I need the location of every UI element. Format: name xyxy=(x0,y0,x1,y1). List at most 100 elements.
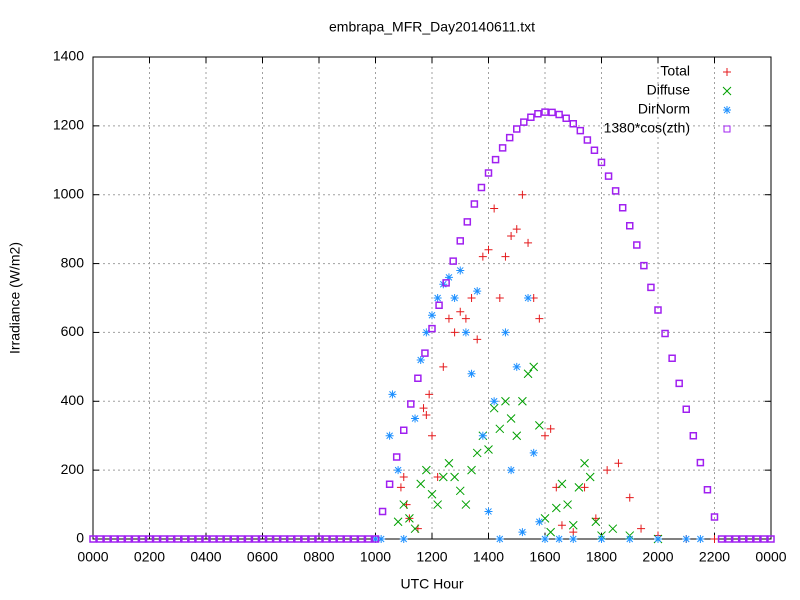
point xyxy=(308,535,316,543)
point xyxy=(371,535,380,543)
point xyxy=(450,294,459,302)
point xyxy=(580,458,589,468)
point xyxy=(435,301,443,309)
point xyxy=(279,535,288,543)
point xyxy=(467,294,476,302)
point xyxy=(555,535,564,543)
point xyxy=(523,369,533,379)
point xyxy=(251,535,260,543)
point xyxy=(258,535,267,543)
point xyxy=(534,110,542,118)
point xyxy=(506,414,516,423)
point xyxy=(524,294,533,302)
point xyxy=(399,535,408,543)
point xyxy=(717,535,726,543)
point xyxy=(438,472,448,482)
point xyxy=(477,183,486,192)
point xyxy=(625,493,634,502)
point xyxy=(195,535,203,543)
point xyxy=(569,535,578,543)
point xyxy=(103,535,111,543)
legend-label: DirNorm xyxy=(638,101,690,117)
point xyxy=(444,458,454,468)
point xyxy=(399,473,408,482)
point xyxy=(548,108,556,117)
point xyxy=(661,329,669,338)
point xyxy=(654,535,662,543)
point xyxy=(265,535,274,543)
point xyxy=(385,480,394,489)
point xyxy=(461,500,471,509)
point xyxy=(442,279,450,287)
x-tick-label: 1400 xyxy=(473,549,504,565)
point xyxy=(396,483,405,492)
point xyxy=(473,287,482,296)
legend-marker xyxy=(723,106,731,114)
point xyxy=(394,466,403,475)
point xyxy=(513,125,521,133)
point xyxy=(484,445,493,454)
point xyxy=(174,535,182,543)
point xyxy=(357,535,366,543)
point xyxy=(618,204,627,212)
point xyxy=(501,396,510,406)
point xyxy=(411,414,420,423)
x-tick-label: 1000 xyxy=(360,549,391,565)
point xyxy=(301,535,309,543)
point xyxy=(378,507,387,516)
point xyxy=(181,535,189,543)
point xyxy=(495,424,505,434)
point xyxy=(444,314,453,323)
point xyxy=(484,507,493,516)
point xyxy=(562,114,570,123)
y-tick-label: 1000 xyxy=(53,185,84,201)
point xyxy=(576,126,585,135)
point xyxy=(484,169,493,177)
y-tick-label: 600 xyxy=(61,323,85,339)
point xyxy=(138,535,147,543)
point xyxy=(96,535,104,543)
point xyxy=(371,535,380,543)
point xyxy=(675,379,683,388)
chart-title: embrapa_MFR_Day20140611.txt xyxy=(329,19,535,35)
point xyxy=(315,535,323,543)
point xyxy=(580,483,589,492)
point xyxy=(405,513,414,523)
point xyxy=(501,252,510,261)
point xyxy=(449,257,457,265)
point xyxy=(518,396,527,406)
y-axis-label: Irradiance (W/m2) xyxy=(7,242,23,354)
legend-label: Total xyxy=(660,63,690,79)
y-tick-label: 800 xyxy=(61,254,85,270)
y-tick-label: 0 xyxy=(76,530,84,546)
point xyxy=(724,535,733,543)
point xyxy=(495,535,504,543)
point xyxy=(518,528,527,537)
point xyxy=(473,335,482,344)
point xyxy=(329,535,337,543)
point xyxy=(535,517,544,526)
point xyxy=(414,374,422,382)
x-tick-label: 0000 xyxy=(755,549,786,565)
point xyxy=(450,472,459,482)
point xyxy=(364,535,373,543)
point xyxy=(563,500,572,509)
point xyxy=(696,458,705,467)
point xyxy=(422,328,431,337)
point xyxy=(568,520,578,530)
point xyxy=(668,354,676,362)
point xyxy=(244,535,253,543)
x-tick-label: 0000 xyxy=(77,549,108,565)
legend-marker xyxy=(723,125,731,133)
point xyxy=(604,172,613,180)
legend-label: 1380*cos(zth) xyxy=(604,120,690,136)
point xyxy=(597,535,606,543)
point xyxy=(490,397,499,406)
point xyxy=(421,465,431,475)
point xyxy=(710,513,719,521)
point xyxy=(524,238,533,247)
point xyxy=(507,232,516,241)
point xyxy=(541,431,549,440)
